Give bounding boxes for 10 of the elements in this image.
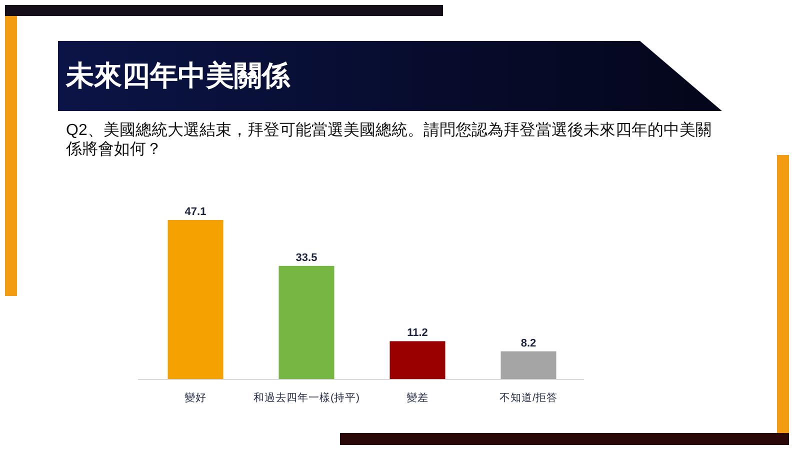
data-label: 11.2 bbox=[407, 327, 428, 340]
data-label: 8.2 bbox=[520, 337, 536, 350]
chart-subtitle: Q2、美國總統大選結束，拜登可能當選美國總統。請問您認為拜登當選後未來四年的中美關係將會如何？ bbox=[66, 121, 712, 159]
x-tick-label: 變差 bbox=[406, 391, 428, 404]
x-tick-label: 和過去四年一樣(持平) bbox=[254, 391, 360, 404]
data-label: 33.5 bbox=[296, 252, 318, 264]
x-tick-label: 不知道/拒答 bbox=[500, 392, 558, 404]
chart-title: 未來四年中美關係 bbox=[66, 59, 290, 93]
x-tick-label: 變好 bbox=[184, 391, 206, 404]
data-label: 47.1 bbox=[184, 206, 206, 218]
